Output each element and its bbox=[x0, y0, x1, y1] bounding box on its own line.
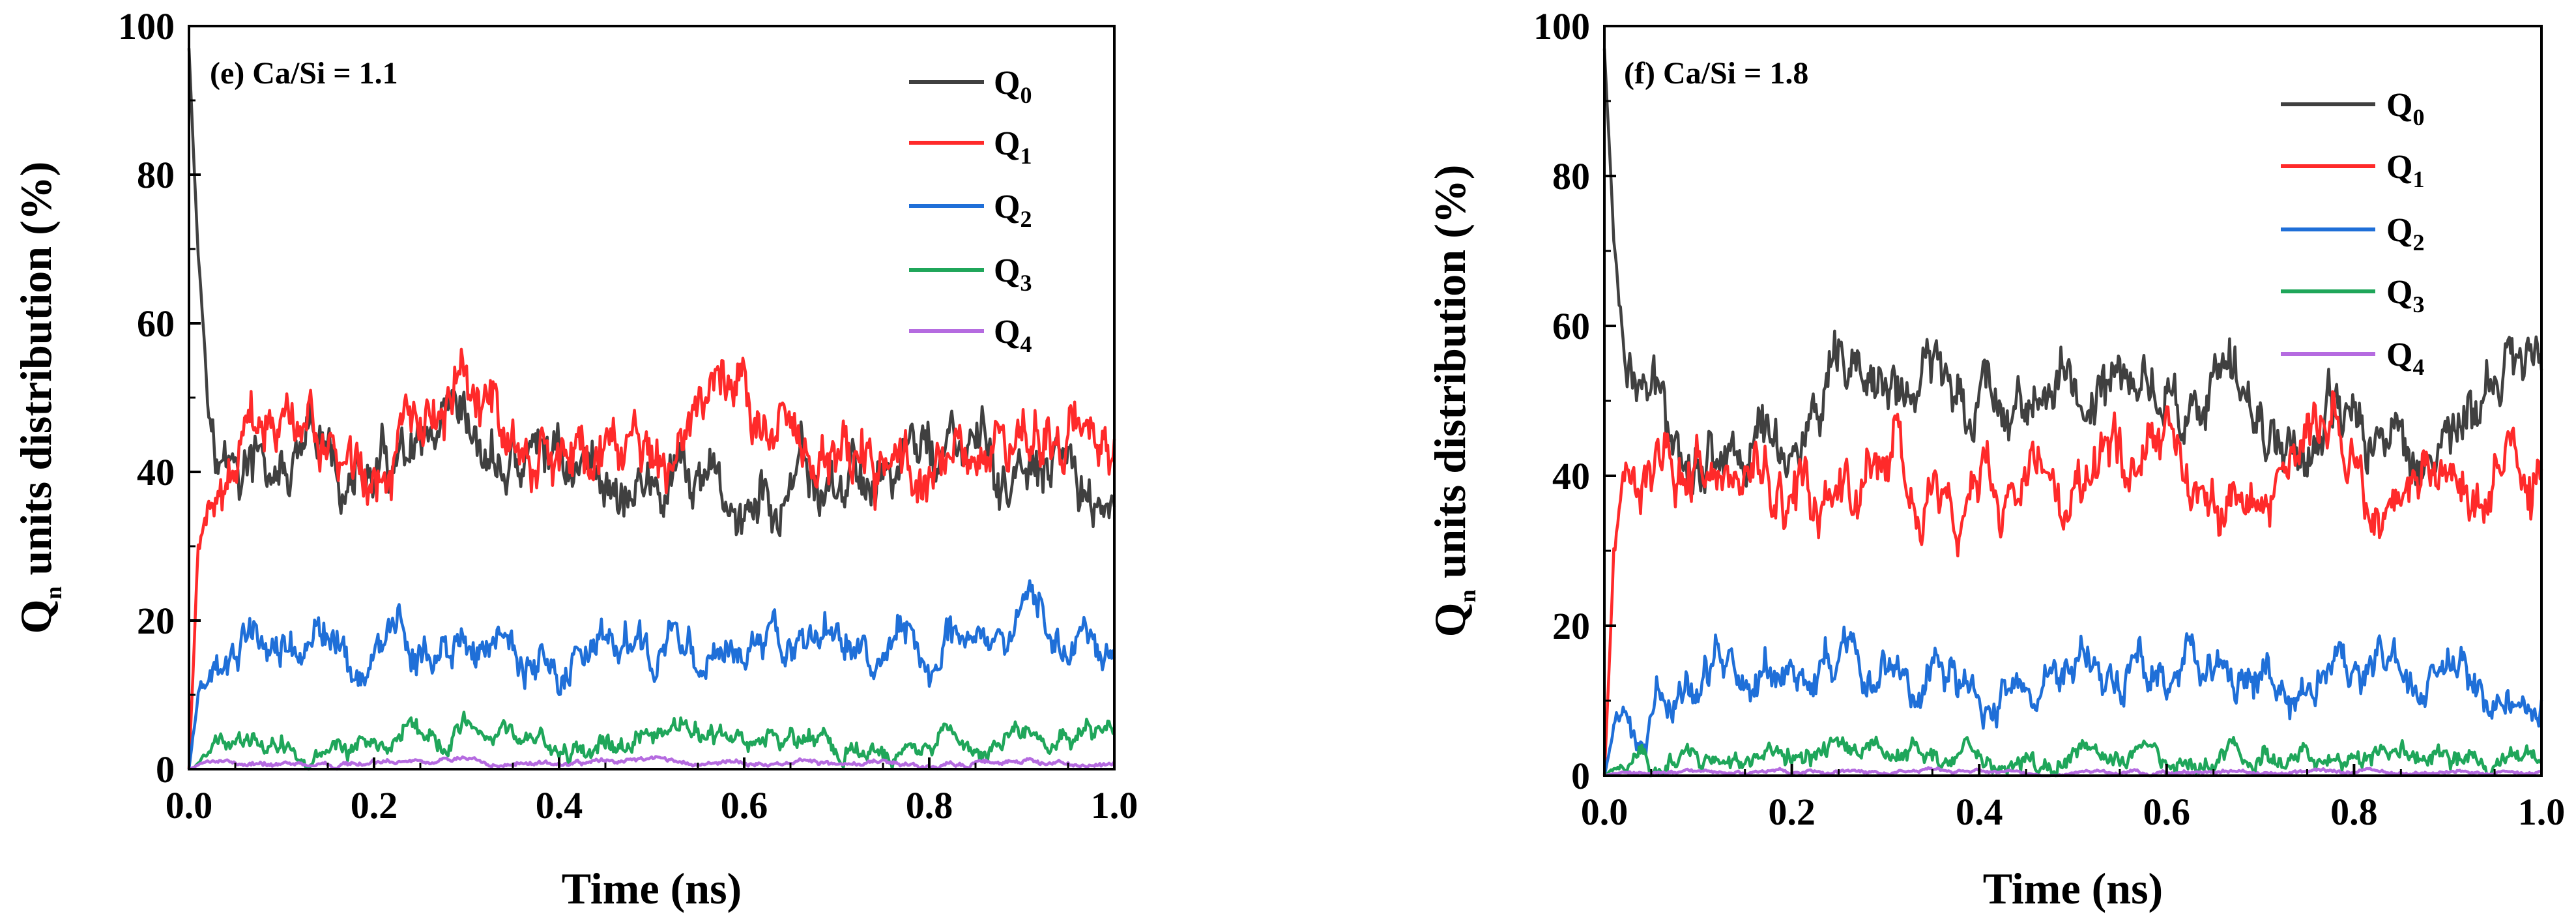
series-q3 bbox=[1603, 735, 2543, 778]
series-q2 bbox=[187, 579, 1116, 770]
x-tick-label: 0.6 bbox=[721, 784, 768, 827]
series-q1 bbox=[187, 347, 1116, 770]
x-tick-label: 0.2 bbox=[351, 784, 398, 827]
y-tick-label: 40 bbox=[137, 451, 175, 493]
legend-label-q4: Q4 bbox=[994, 314, 1032, 357]
legend-item-q4: Q4 bbox=[909, 314, 1032, 357]
y-axis-title: Qn units distribution (%) bbox=[1425, 165, 1481, 637]
series-layer bbox=[187, 48, 1116, 771]
series-q4 bbox=[1604, 766, 2542, 778]
legend-item-q0: Q0 bbox=[909, 65, 1032, 108]
series-q2 bbox=[1602, 625, 2543, 776]
legend-item-q1: Q1 bbox=[2281, 149, 2424, 192]
panel-label: (e) Ca/Si = 1.1 bbox=[210, 56, 398, 91]
y-tick-label: 40 bbox=[1552, 455, 1590, 497]
y-axis-title: Qn units distribution (%) bbox=[11, 162, 66, 634]
x-axis-title: Time (ns) bbox=[562, 864, 742, 913]
y-tick-label: 20 bbox=[137, 600, 175, 642]
legend-label-q2: Q2 bbox=[994, 188, 1032, 232]
tick-layer: 0.0 0.2 0.4 0.6 0.8 1.0 0 20 40 60 80 100 bbox=[1533, 5, 2565, 833]
x-tick-label: 0.2 bbox=[1768, 791, 1816, 833]
series-q4 bbox=[188, 755, 1116, 771]
y-tick-label: 60 bbox=[137, 302, 175, 345]
series-layer bbox=[1602, 48, 2543, 778]
y-tick-label: 80 bbox=[137, 154, 175, 196]
x-tick-label: 0.0 bbox=[1581, 791, 1628, 833]
x-axis-title: Time (ns) bbox=[1983, 864, 2163, 913]
legend-label-q0: Q0 bbox=[994, 65, 1032, 108]
x-tick-label: 0.0 bbox=[166, 784, 213, 827]
legend-label-q4: Q4 bbox=[2386, 336, 2424, 380]
y-tick-label: 0 bbox=[1571, 755, 1590, 797]
panel-f: 0.0 0.2 0.4 0.6 0.8 1.0 0 20 40 60 80 100 (f) Ca/Si… bbox=[1425, 5, 2565, 913]
x-tick-label: 1.0 bbox=[2518, 791, 2566, 833]
legend-label-q1: Q1 bbox=[994, 125, 1032, 169]
x-tick-label: 0.6 bbox=[2143, 791, 2191, 833]
legend-item-q4: Q4 bbox=[2281, 336, 2424, 380]
y-tick-label: 20 bbox=[1552, 605, 1590, 647]
y-tick-label: 0 bbox=[156, 748, 175, 791]
legend: Q0 Q1 Q2 Q3 Q4 bbox=[2281, 87, 2424, 380]
legend-item-q0: Q0 bbox=[2281, 87, 2424, 130]
plot-frame bbox=[188, 25, 1116, 770]
legend-label-q1: Q1 bbox=[2386, 149, 2424, 192]
legend-label-q2: Q2 bbox=[2386, 212, 2424, 256]
x-tick-label: 1.0 bbox=[1091, 784, 1138, 827]
series-q3 bbox=[188, 711, 1116, 771]
y-tick-label: 60 bbox=[1552, 305, 1590, 347]
x-tick-label: 0.8 bbox=[906, 784, 953, 827]
y-tick-label: 80 bbox=[1552, 155, 1590, 198]
x-tick-label: 0.4 bbox=[1956, 791, 2003, 833]
legend-label-q0: Q0 bbox=[2386, 87, 2424, 130]
x-tick-label: 0.8 bbox=[2330, 791, 2378, 833]
legend-item-q1: Q1 bbox=[909, 125, 1032, 169]
plot-frame bbox=[1603, 25, 2543, 777]
legend-label-q3: Q3 bbox=[2386, 274, 2424, 317]
legend-item-q3: Q3 bbox=[2281, 274, 2424, 317]
series-q1 bbox=[1602, 390, 2543, 776]
legend-label-q3: Q3 bbox=[994, 252, 1032, 296]
y-tick-label: 100 bbox=[118, 5, 175, 48]
panel-e: 0.0 0.2 0.4 0.6 0.8 1.0 0 20 40 60 80 100 (e) Ca/Si… bbox=[11, 5, 1138, 913]
tick-layer: 0.0 0.2 0.4 0.6 0.8 1.0 0 20 40 60 80 100 bbox=[118, 5, 1138, 827]
legend-item-q2: Q2 bbox=[2281, 212, 2424, 256]
y-tick-label: 100 bbox=[1533, 5, 1590, 48]
legend-item-q2: Q2 bbox=[909, 188, 1032, 232]
legend-item-q3: Q3 bbox=[909, 252, 1032, 296]
x-tick-label: 0.4 bbox=[536, 784, 583, 827]
series-q0 bbox=[1602, 48, 2543, 496]
legend: Q0 Q1 Q2 Q3 Q4 bbox=[909, 65, 1032, 357]
panel-label: (f) Ca/Si = 1.8 bbox=[1624, 56, 1808, 91]
